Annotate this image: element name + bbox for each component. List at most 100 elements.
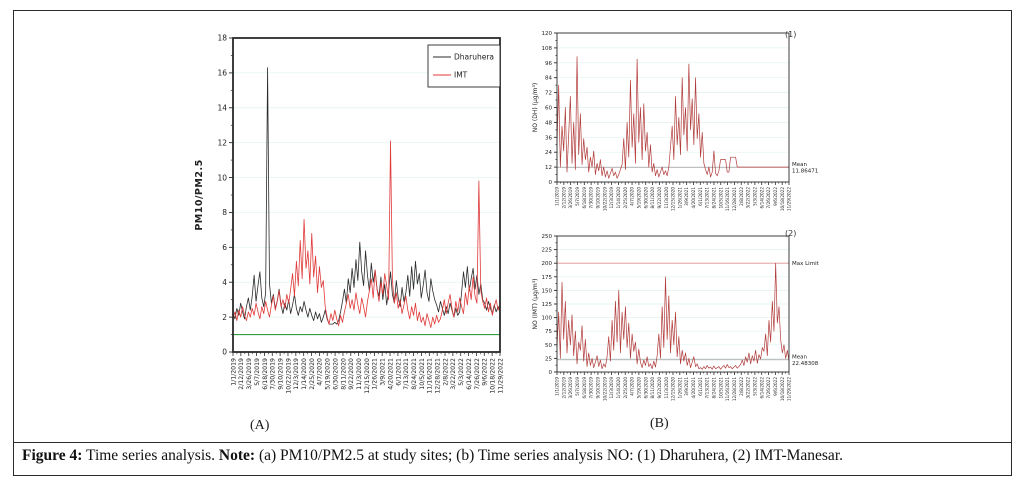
x-tick-label: 2/8/2022 [739, 377, 744, 396]
y-tick-label: 25 [545, 356, 552, 362]
x-tick-label: 7/13/2021 [705, 187, 710, 209]
y-tick-label: 18 [217, 34, 227, 43]
legend-label: IMT [454, 71, 468, 80]
y-tick-label: 0 [549, 180, 553, 186]
y-tick-label: 100 [542, 316, 553, 322]
x-tick-label: 3/22/2022 [746, 377, 751, 399]
x-tick-label: 12/15/2020 [671, 377, 676, 401]
caption-divider [13, 442, 1012, 443]
x-tick-label: 11/29/2022 [787, 377, 792, 401]
x-tick-label: 9/22/2020 [657, 377, 662, 399]
x-tick-label: 1/14/2020 [301, 358, 308, 390]
y-tick-label: 50 [545, 343, 552, 349]
y-axis-title: NO (DH) (µg/m³) [532, 83, 539, 132]
y-tick-label: 24 [545, 150, 552, 156]
x-tick-label: 8/11/2020 [650, 187, 655, 209]
x-tick-label: 8/24/2021 [712, 187, 717, 209]
x-tick-label: 6/30/2020 [643, 187, 648, 209]
x-tick-label: 12/3/2019 [609, 187, 614, 209]
x-tick-label: 4/20/2021 [691, 187, 696, 209]
y-tick-label: 48 [545, 120, 552, 126]
limit-label: Max Limit [792, 261, 820, 267]
subpanel-label-2: (2) [785, 229, 797, 238]
x-tick-label: 8/24/2021 [712, 377, 717, 399]
x-tick-label: 5/7/2019 [575, 377, 580, 396]
figure-caption: Figure 4: Time series analysis. Note: (a… [22, 447, 1002, 465]
x-tick-label: 11/29/2022 [497, 358, 504, 394]
x-tick-label: 5/19/2020 [325, 358, 332, 390]
caption-text: Time series analysis. [82, 447, 219, 464]
x-tick-label: 3/26/2019 [246, 358, 253, 390]
x-tick-label: 7/13/2021 [705, 377, 710, 399]
x-tick-label: 1/26/2021 [677, 377, 682, 399]
x-tick-label: 6/14/2022 [466, 358, 473, 390]
x-tick-label: 1/14/2020 [616, 187, 621, 209]
x-tick-label: 4/20/2021 [691, 377, 696, 399]
x-tick-label: 5/3/2022 [752, 187, 757, 206]
x-tick-label: 6/30/2020 [332, 358, 339, 390]
x-tick-label: 6/30/2020 [643, 377, 648, 399]
x-tick-label: 5/19/2020 [636, 187, 641, 209]
series-dharuhera [232, 67, 501, 325]
x-tick-label: 11/3/2020 [664, 187, 669, 209]
x-tick-label: 5/3/2022 [752, 377, 757, 396]
x-tick-label: 3/9/2021 [684, 377, 689, 396]
x-tick-label: 1/26/2021 [372, 358, 379, 390]
y-tick-label: 12 [545, 165, 552, 171]
x-tick-label: 5/3/2022 [458, 358, 465, 386]
x-tick-label: 2/25/2020 [309, 358, 316, 390]
y-tick-label: 2 [222, 313, 227, 322]
x-tick-label: 1/1/2019 [555, 187, 560, 206]
y-tick-label: 200 [542, 261, 553, 267]
x-tick-label: 6/1/2021 [698, 187, 703, 206]
y-tick-label: 0 [549, 370, 553, 376]
y-axis-title: PM10/PM2.5 [194, 159, 205, 230]
x-tick-label: 9/6/2022 [773, 377, 778, 396]
x-tick-label: 2/12/2019 [238, 358, 245, 390]
x-tick-label: 5/7/2019 [254, 358, 261, 386]
x-tick-label: 2/12/2019 [561, 187, 566, 209]
y-tick-label: 0 [222, 348, 227, 357]
x-tick-label: 3/22/2022 [450, 358, 457, 390]
x-tick-label: 11/16/2021 [725, 187, 730, 211]
x-tick-label: 1/1/2019 [230, 358, 237, 386]
x-tick-label: 11/16/2021 [725, 377, 730, 401]
x-tick-label: 11/3/2020 [664, 377, 669, 399]
y-tick-label: 250 [542, 234, 553, 240]
x-tick-label: 2/8/2022 [739, 187, 744, 206]
x-tick-label: 7/30/2019 [589, 187, 594, 209]
x-tick-label: 10/18/2022 [780, 377, 785, 401]
x-tick-label: 6/18/2019 [582, 187, 587, 209]
y-tick-label: 84 [545, 76, 552, 82]
x-tick-label: 4/7/2020 [317, 358, 324, 386]
mean-value: 22.48308 [792, 361, 819, 367]
x-tick-label: 10/18/2022 [780, 187, 785, 211]
x-tick-label: 12/3/2019 [609, 377, 614, 399]
series-no-dh [556, 56, 789, 179]
y-tick-label: 6 [222, 243, 227, 252]
y-tick-label: 8 [222, 208, 227, 217]
x-tick-label: 6/1/2021 [698, 377, 703, 396]
x-tick-label: 3/9/2021 [380, 358, 387, 386]
y-tick-label: 225 [542, 248, 553, 254]
x-tick-label: 10/22/2019 [602, 377, 607, 401]
y-tick-label: 60 [545, 105, 552, 111]
x-tick-label: 6/18/2019 [262, 358, 269, 390]
x-tick-label: 3/22/2022 [746, 187, 751, 209]
x-tick-label: 11/16/2021 [427, 358, 434, 394]
mean-value: 11.86471 [792, 168, 818, 174]
x-tick-label: 7/30/2019 [589, 377, 594, 399]
series-no-imt [556, 262, 790, 370]
y-tick-label: 108 [542, 46, 553, 52]
x-tick-label: 7/26/2022 [766, 377, 771, 399]
y-tick-label: 14 [217, 103, 227, 112]
x-tick-label: 6/1/2021 [395, 358, 402, 386]
y-tick-label: 72 [545, 91, 552, 97]
x-tick-label: 7/26/2022 [474, 358, 481, 390]
x-tick-label: 2/25/2020 [623, 377, 628, 399]
legend-label: Dharuhera [454, 53, 494, 62]
